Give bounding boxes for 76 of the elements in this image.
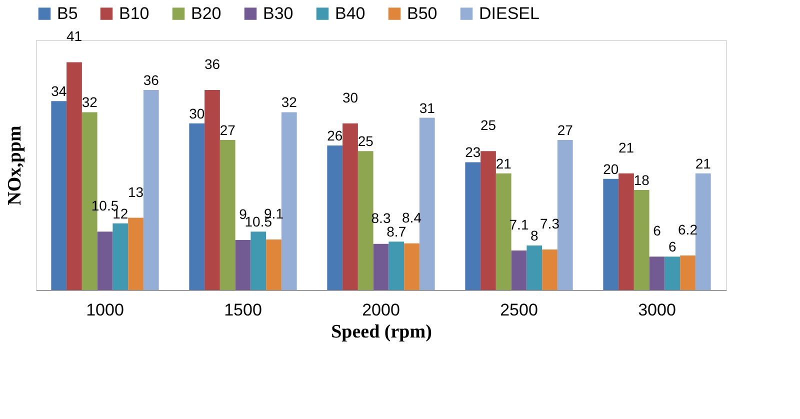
bar: [542, 249, 558, 290]
legend-label: B10: [119, 4, 150, 23]
bar: [664, 256, 680, 290]
data-label: 21: [695, 155, 712, 172]
bar: [266, 239, 282, 290]
bar: [526, 246, 542, 290]
legend-label: B5: [57, 4, 78, 23]
bar: [465, 162, 481, 290]
bar: [649, 256, 665, 290]
bar: [603, 178, 619, 290]
legend-label: B20: [191, 4, 222, 23]
bar: [250, 232, 266, 290]
data-label: 8: [530, 228, 538, 244]
x-axis-title: Speed (rpm): [331, 322, 432, 342]
bar: [680, 256, 696, 290]
bar: [204, 90, 220, 290]
data-label: 32: [281, 94, 298, 110]
bar: [143, 90, 159, 290]
data-label: 30: [342, 89, 358, 106]
bar: [189, 123, 205, 290]
bar: [97, 232, 113, 290]
bar: [220, 140, 236, 290]
bar: [342, 123, 358, 290]
data-label: 6: [653, 222, 662, 239]
data-label: 34: [51, 83, 67, 100]
bar: [327, 146, 343, 290]
legend-label: B30: [263, 4, 294, 23]
x-tick-label: 1000: [86, 300, 124, 320]
data-label: 32: [82, 94, 98, 110]
data-label: 41: [66, 28, 82, 44]
legend-label: B50: [407, 4, 438, 23]
legend-label: B40: [335, 4, 366, 23]
data-label: 25: [480, 117, 496, 134]
bar: [235, 240, 251, 290]
data-label: 9: [239, 206, 248, 222]
data-label: 13: [128, 184, 144, 200]
bar: [388, 242, 404, 290]
bar: [557, 140, 573, 290]
x-tick-label: 2000: [362, 300, 400, 320]
data-label: 8.7: [386, 224, 406, 240]
y-axis-title: NOx,ppm: [4, 125, 26, 206]
data-label: 31: [419, 100, 436, 116]
bar: [373, 244, 389, 290]
data-label: 30: [189, 105, 205, 122]
bar: [618, 173, 634, 290]
data-label: 18: [634, 172, 650, 188]
data-label: 21: [496, 155, 512, 172]
data-label: 6.2: [678, 222, 698, 238]
bar: [281, 112, 297, 290]
bar: [358, 151, 374, 290]
data-label: 20: [603, 160, 619, 177]
data-label: 7.3: [540, 215, 560, 232]
x-tick-label: 3000: [638, 300, 676, 320]
data-label: 36: [143, 72, 160, 88]
data-label: 26: [327, 128, 343, 144]
bar: [112, 223, 128, 290]
x-tick-label: 2500: [500, 300, 538, 320]
data-label: 25: [358, 133, 374, 150]
data-label: 27: [220, 122, 236, 138]
data-label: 27: [557, 122, 574, 138]
bar: [66, 62, 82, 290]
bar: [51, 101, 67, 290]
bar: [496, 173, 512, 290]
bar: [404, 243, 420, 290]
bar: [634, 190, 650, 290]
x-tick-label: 1500: [224, 300, 262, 320]
data-label: 23: [465, 144, 481, 160]
data-label: 21: [618, 139, 634, 156]
data-label: 36: [204, 56, 220, 72]
data-label: 8.4: [402, 209, 422, 226]
bar: [128, 218, 144, 290]
bar: [695, 173, 711, 290]
data-label: 6: [668, 238, 676, 255]
legend-label: DIESEL: [479, 4, 540, 23]
bar: [511, 250, 527, 290]
bar: [480, 151, 496, 290]
